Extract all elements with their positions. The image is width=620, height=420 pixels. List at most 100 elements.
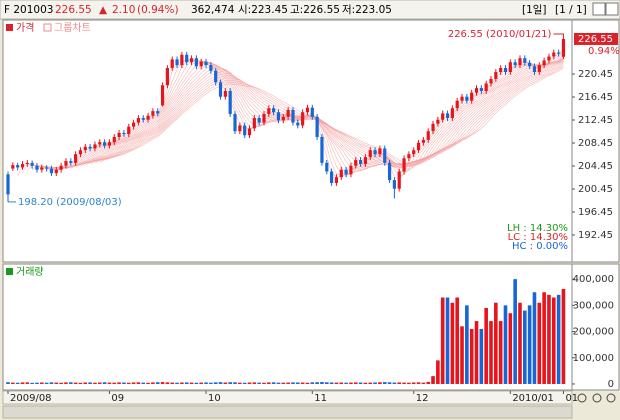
change-pct: (0.94%): [137, 4, 179, 16]
candle-body: [305, 107, 310, 113]
candle-body: [465, 96, 469, 101]
candle-body: [378, 148, 382, 155]
candle-body: [561, 38, 566, 57]
candle-body: [122, 132, 126, 135]
volume-bar: [126, 382, 131, 384]
volume-bar: [218, 382, 223, 384]
candle-body: [407, 154, 411, 159]
volume-bar: [59, 382, 63, 384]
candle-body: [98, 142, 102, 145]
window-button[interactable]: [592, 2, 606, 16]
volume-bar: [131, 382, 136, 384]
zoom-out[interactable]: [592, 393, 602, 403]
y-tick-label: 200,000: [573, 327, 614, 338]
candle-body: [175, 59, 179, 66]
x-tick-label: 09: [111, 393, 124, 404]
volume-bar: [494, 302, 498, 384]
volume-bar: [465, 305, 469, 384]
candle-body: [103, 142, 107, 146]
candle-body: [199, 61, 203, 67]
candle-body: [296, 122, 300, 126]
candle-body: [547, 56, 551, 61]
volume-bar: [194, 382, 199, 384]
volume-bar: [146, 382, 150, 384]
volume-bar: [117, 382, 121, 384]
candle-body: [78, 150, 83, 155]
volume-bar: [469, 328, 474, 384]
volume-bar: [296, 382, 300, 384]
volume-bar: [518, 302, 522, 384]
candle-body: [160, 85, 165, 106]
x-tick-label: 2009/08: [10, 393, 52, 404]
scrollbar[interactable]: [2, 405, 573, 419]
zoom-reset[interactable]: [606, 393, 616, 403]
volume-bar: [281, 382, 286, 384]
x-tick-label: 10: [208, 393, 221, 404]
volume-bar: [503, 305, 508, 384]
candle-body: [214, 70, 218, 83]
volume-bar: [300, 382, 305, 384]
volume-bar: [537, 302, 542, 384]
candle-body: [494, 72, 498, 79]
legend-swatch: [43, 23, 52, 32]
page-indicator[interactable]: [1 / 1]: [555, 4, 587, 16]
volume-bar: [228, 382, 232, 384]
current-price-box: [574, 32, 618, 45]
candle-body: [344, 169, 348, 175]
volume-bar: [44, 382, 49, 384]
candle-body: [233, 113, 237, 132]
moving-average-ribbon: [99, 67, 564, 166]
candle-body: [93, 144, 97, 149]
candle-body: [180, 54, 184, 66]
volume-bar: [368, 382, 373, 384]
volume-bar: [102, 382, 107, 384]
header-bar: [0, 0, 620, 20]
candle-body: [421, 139, 425, 143]
volume-bar: [88, 382, 92, 384]
zoom-in[interactable]: [577, 393, 587, 403]
volume-bar: [513, 279, 517, 384]
candle-body: [117, 132, 121, 137]
candle-body: [503, 67, 508, 73]
current-change: 0.94%: [588, 46, 620, 57]
volume-bar: [262, 382, 266, 384]
candle-body: [69, 161, 73, 163]
window-button[interactable]: [605, 2, 619, 16]
candle-body: [238, 125, 242, 132]
candle-body: [189, 58, 194, 63]
candle-body: [412, 150, 416, 155]
candle-body: [474, 88, 479, 93]
y-tick-label: 300,000: [573, 300, 614, 311]
volume-bar: [35, 382, 39, 384]
price-axis: [571, 19, 620, 263]
volume-bar: [445, 297, 450, 384]
y-tick-label: 400,000: [573, 274, 614, 285]
legend-price: 가격: [16, 21, 34, 34]
period-button[interactable]: [1일]: [522, 3, 547, 16]
volume-bar: [315, 382, 319, 384]
annotation-label: 198.20 (2009/08/03): [18, 197, 122, 208]
volume-bar: [20, 382, 25, 384]
y-tick-label: 220.45: [578, 69, 613, 80]
volume-bar: [15, 382, 20, 384]
candle-body: [537, 65, 541, 73]
candle-body: [291, 109, 295, 123]
candle-body: [204, 61, 208, 66]
volume-bar: [271, 382, 276, 384]
candle-body: [25, 162, 29, 164]
moving-average-ribbon: [65, 60, 564, 170]
candle-body: [489, 78, 493, 84]
candle-body: [16, 165, 20, 168]
volume-bar: [474, 321, 479, 384]
candle-body: [392, 180, 396, 189]
volume-bar: [233, 382, 237, 384]
candle-body: [11, 165, 15, 169]
y-tick-label: 192.45: [578, 230, 613, 241]
volume-bar: [247, 382, 252, 384]
candle-body: [330, 171, 334, 183]
moving-average-ribbon: [80, 62, 564, 168]
volume-bar: [320, 382, 324, 384]
volume-bar: [373, 382, 377, 384]
stat-label: LC : 14.30%: [508, 232, 568, 243]
